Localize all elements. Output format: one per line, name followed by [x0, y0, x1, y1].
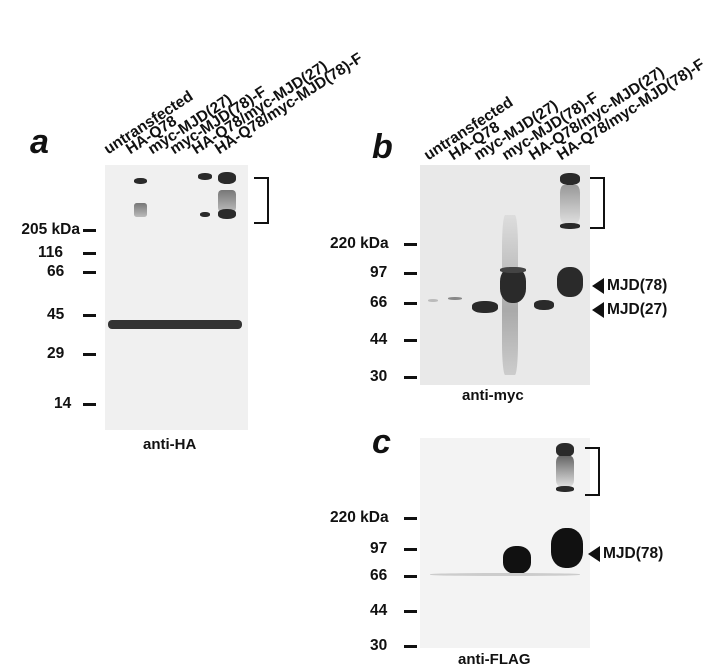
mw-marker: 116 [38, 244, 64, 261]
mw-marker: 44 [370, 602, 388, 619]
mw-marker: 29 [47, 345, 65, 362]
mw-marker: 66 [47, 263, 65, 280]
mw-marker: 30 [370, 637, 388, 654]
mw-tick [404, 548, 417, 551]
aggregate-bracket [590, 177, 605, 229]
blot-a [105, 165, 248, 430]
band [557, 267, 583, 297]
mw-tick [83, 403, 96, 406]
band [134, 178, 147, 184]
aggregate-bracket [585, 447, 600, 496]
band [500, 267, 526, 303]
mw-tick [404, 517, 417, 520]
band [534, 300, 554, 310]
panel-c-letter: c [372, 423, 391, 461]
aggregate-bracket [254, 177, 269, 224]
mw-marker: 45 [47, 306, 65, 323]
mw-tick [404, 645, 417, 648]
mw-tick [83, 271, 96, 274]
mw-marker: 66 [370, 567, 388, 584]
band [472, 301, 498, 313]
band [428, 299, 438, 302]
mw-tick [404, 272, 417, 275]
mw-marker: 97 [370, 264, 388, 281]
band [556, 486, 574, 492]
arrow-label: MJD(78) [607, 277, 668, 294]
arrow-icon [592, 302, 604, 318]
band [560, 173, 580, 185]
band [218, 190, 236, 212]
arrow-label: MJD(27) [607, 301, 668, 318]
band [448, 297, 462, 300]
panel-a-letter: a [30, 123, 49, 161]
band [134, 203, 147, 217]
mw-marker: 220 kDa [330, 509, 389, 526]
mw-marker: 205 kDa [21, 221, 80, 238]
mw-marker: 30 [370, 368, 388, 385]
antibody-label: anti-FLAG [458, 651, 531, 668]
band [503, 546, 531, 574]
band [218, 172, 236, 184]
blot-b [420, 165, 590, 385]
mw-tick [83, 353, 96, 356]
mw-tick [404, 575, 417, 578]
band [430, 573, 580, 576]
band [198, 173, 212, 180]
mw-tick [404, 610, 417, 613]
mw-tick [404, 302, 417, 305]
arrow-icon [592, 278, 604, 294]
band [551, 528, 583, 568]
panel-b-letter: b [372, 128, 393, 166]
mw-tick [404, 339, 417, 342]
mw-marker: 44 [370, 331, 388, 348]
mw-tick [404, 243, 417, 246]
mw-marker: 220 kDa [330, 235, 389, 252]
band [500, 267, 526, 273]
arrow-label: MJD(78) [603, 545, 664, 562]
band [108, 320, 242, 329]
mw-marker: 97 [370, 540, 388, 557]
band [560, 223, 580, 229]
antibody-label: anti-myc [462, 387, 524, 404]
band [556, 456, 574, 486]
arrow-icon [588, 546, 600, 562]
mw-tick [83, 229, 96, 232]
band [200, 212, 210, 217]
band [560, 185, 580, 223]
mw-tick [83, 252, 96, 255]
mw-marker: 66 [370, 294, 388, 311]
mw-tick [404, 376, 417, 379]
mw-marker: 14 [54, 395, 72, 412]
mw-tick [83, 314, 96, 317]
antibody-label: anti-HA [143, 436, 197, 453]
band [218, 209, 236, 219]
blot-c [420, 438, 590, 648]
band [556, 443, 574, 457]
